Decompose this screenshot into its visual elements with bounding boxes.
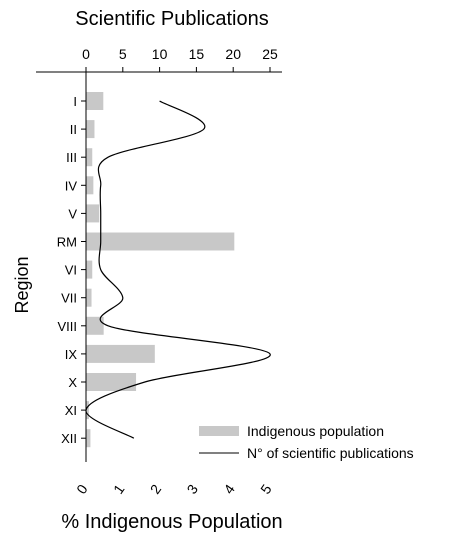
bar-I [86,92,104,110]
legend: Indigenous population N° of scientific p… [199,423,414,461]
bar-XI [86,401,89,420]
category-label: III [66,150,77,165]
top-tick-label: 25 [262,46,278,62]
legend-bar-swatch [199,426,239,436]
bottom-tick-label: 1 [110,481,128,497]
bottom-tick-label: 2 [147,481,165,497]
bar-series [86,92,235,448]
top-tick-label: 5 [119,46,127,62]
bar-IV [86,176,94,195]
bottom-tick-label: 4 [220,481,238,497]
category-label: VII [61,291,77,306]
top-tick-label: 0 [82,46,90,62]
bottom-tick-label: 3 [184,481,202,497]
bottom-axis-ticks: 0 1 2 3 4 5 [73,481,275,497]
category-label: XI [65,403,77,418]
category-label: V [68,206,77,221]
top-axis-title: Scientific Publications [75,8,268,30]
bar-V [86,204,100,223]
bar-X [86,373,137,391]
top-axis-ticks: 0 5 10 15 20 25 [82,46,278,72]
category-label: II [70,122,77,137]
category-label: X [68,375,77,390]
top-tick-label: 20 [225,46,241,62]
top-tick-label: 15 [189,46,205,62]
bar-VII [86,288,92,307]
publications-line [85,100,271,439]
category-label: RM [57,235,77,250]
category-label: IX [65,347,78,362]
top-tick-label: 10 [152,46,168,62]
bottom-tick-label: 5 [257,481,275,497]
category-label: VIII [57,319,77,334]
category-label: VI [65,263,77,278]
bar-III [86,148,93,167]
legend-label-publications: N° of scientific publications [247,445,414,461]
bar-IX [86,344,155,363]
category-label: IV [65,178,78,193]
bar-VI [86,260,93,279]
bar-VIII [86,316,104,335]
line-series [85,100,271,439]
category-label: XII [61,431,77,446]
bar-RM [86,232,235,251]
bar-II [86,120,95,139]
bottom-tick-label: 0 [73,481,91,497]
category-label: I [73,94,77,109]
bar-XII [86,429,91,448]
legend-label-indigenous: Indigenous population [247,423,384,439]
y-axis-title: Region [12,256,32,313]
bottom-axis-title: % Indigenous Population [61,511,282,533]
